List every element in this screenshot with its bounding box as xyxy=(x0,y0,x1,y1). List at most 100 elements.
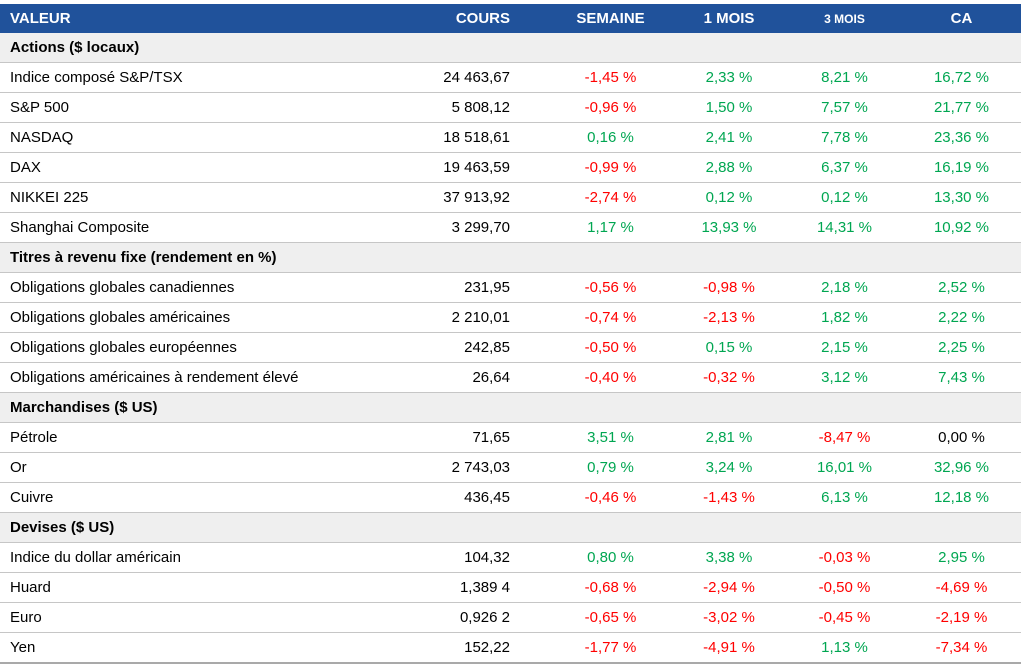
pct-value: 7,57 % xyxy=(821,99,868,116)
cours-cell: 231,95 xyxy=(385,272,520,303)
pct-value: 0,00 % xyxy=(938,429,985,446)
semaine-cell: 0,80 % xyxy=(520,542,671,573)
pct-value: 2,41 % xyxy=(705,129,753,146)
pct-value: -0,74 % xyxy=(584,309,637,326)
pct-value: 0,15 % xyxy=(705,339,753,356)
mois1-cell: -0,98 % xyxy=(671,272,787,303)
semaine-cell: -0,56 % xyxy=(520,272,671,303)
pct-value: 2,81 % xyxy=(705,429,753,446)
column-header-semaine: SEMAINE xyxy=(520,4,671,33)
mois3-cell: 3,12 % xyxy=(787,362,902,393)
row-label: Obligations globales américaines xyxy=(0,302,385,333)
mois3-cell: -8,47 % xyxy=(787,422,902,453)
row-label: Yen xyxy=(0,632,385,664)
pct-value: -0,96 % xyxy=(584,99,637,116)
pct-value: 32,96 % xyxy=(933,459,990,476)
ca-cell: -7,34 % xyxy=(902,632,1021,664)
mois1-cell: 2,88 % xyxy=(671,152,787,183)
semaine-cell: -0,74 % xyxy=(520,302,671,333)
section-title: Titres à revenu fixe (rendement en %) xyxy=(0,242,1021,273)
cours-cell: 71,65 xyxy=(385,422,520,453)
mois3-cell: 2,15 % xyxy=(787,332,902,363)
section-title: Marchandises ($ US) xyxy=(0,392,1021,423)
pct-value: 16,01 % xyxy=(816,459,873,476)
mois1-cell: -0,32 % xyxy=(671,362,787,393)
pct-value: -2,13 % xyxy=(703,309,755,326)
row-label: Pétrole xyxy=(0,422,385,453)
mois3-cell: -0,03 % xyxy=(787,542,902,573)
pct-value: 3,24 % xyxy=(705,459,753,476)
section-header-revenu-fixe: Titres à revenu fixe (rendement en %) xyxy=(0,242,1021,273)
pct-value: -0,56 % xyxy=(584,279,637,296)
mois3-cell: 1,82 % xyxy=(787,302,902,333)
mois3-cell: 8,21 % xyxy=(787,62,902,93)
pct-value: 3,38 % xyxy=(705,549,753,566)
table-row: Or 2 743,03 0,79 % 3,24 % 16,01 % 32,96 … xyxy=(0,452,1021,483)
table-row: Obligations globales américaines 2 210,0… xyxy=(0,302,1021,333)
table-row: Obligations globales canadiennes 231,95 … xyxy=(0,272,1021,303)
pct-value: 3,12 % xyxy=(821,369,868,386)
ca-cell: 2,52 % xyxy=(902,272,1021,303)
row-label: Obligations globales européennes xyxy=(0,332,385,363)
pct-value: 23,36 % xyxy=(933,129,990,146)
pct-value: 0,16 % xyxy=(587,129,634,146)
pct-value: 2,22 % xyxy=(938,309,985,326)
ca-cell: 10,92 % xyxy=(902,212,1021,243)
cours-cell: 1,389 4 xyxy=(385,572,520,603)
column-header-cours: COURS xyxy=(385,4,520,33)
table-row: Indice du dollar américain 104,32 0,80 %… xyxy=(0,542,1021,573)
cours-cell: 26,64 xyxy=(385,362,520,393)
pct-value: -7,34 % xyxy=(935,639,988,656)
row-label: Or xyxy=(0,452,385,483)
mois1-cell: -3,02 % xyxy=(671,602,787,633)
pct-value: -8,47 % xyxy=(818,429,871,446)
cours-cell: 436,45 xyxy=(385,482,520,513)
pct-value: 1,82 % xyxy=(821,309,868,326)
mois3-cell: 1,13 % xyxy=(787,632,902,664)
pct-value: -0,40 % xyxy=(584,369,637,386)
pct-value: 0,12 % xyxy=(821,189,868,206)
pct-value: 2,15 % xyxy=(821,339,868,356)
pct-value: 2,25 % xyxy=(938,339,985,356)
pct-value: 7,78 % xyxy=(821,129,868,146)
semaine-cell: 1,17 % xyxy=(520,212,671,243)
ca-cell: 23,36 % xyxy=(902,122,1021,153)
section-title: Devises ($ US) xyxy=(0,512,1021,543)
table-row: Obligations globales européennes 242,85 … xyxy=(0,332,1021,363)
row-label: NASDAQ xyxy=(0,122,385,153)
pct-value: 0,79 % xyxy=(587,459,634,476)
pct-value: -3,02 % xyxy=(703,609,755,626)
pct-value: 0,12 % xyxy=(705,189,753,206)
table-header-row: VALEUR COURS SEMAINE 1 MOIS 3 MOIS CA xyxy=(0,4,1021,33)
pct-value: -1,43 % xyxy=(703,489,755,506)
ca-cell: 16,19 % xyxy=(902,152,1021,183)
semaine-cell: 0,79 % xyxy=(520,452,671,483)
pct-value: 8,21 % xyxy=(821,69,868,86)
pct-value: 2,18 % xyxy=(821,279,868,296)
semaine-cell: -1,45 % xyxy=(520,62,671,93)
mois1-cell: 0,12 % xyxy=(671,182,787,213)
pct-value: -0,50 % xyxy=(584,339,637,356)
mois1-cell: 2,33 % xyxy=(671,62,787,93)
ca-cell: 13,30 % xyxy=(902,182,1021,213)
cours-cell: 2 210,01 xyxy=(385,302,520,333)
mois1-cell: 1,50 % xyxy=(671,92,787,123)
ca-cell: 32,96 % xyxy=(902,452,1021,483)
ca-cell: 7,43 % xyxy=(902,362,1021,393)
table-row: Indice composé S&P/TSX 24 463,67 -1,45 %… xyxy=(0,62,1021,93)
mois1-cell: -1,43 % xyxy=(671,482,787,513)
pct-value: 6,13 % xyxy=(821,489,868,506)
pct-value: -0,65 % xyxy=(584,609,637,626)
table-row: Pétrole 71,65 3,51 % 2,81 % -8,47 % 0,00… xyxy=(0,422,1021,453)
ca-cell: -4,69 % xyxy=(902,572,1021,603)
row-label: Euro xyxy=(0,602,385,633)
ca-cell: 2,95 % xyxy=(902,542,1021,573)
row-label: Indice du dollar américain xyxy=(0,542,385,573)
mois1-cell: 13,93 % xyxy=(671,212,787,243)
row-label: Obligations américaines à rendement élev… xyxy=(0,362,385,393)
mois3-cell: 0,12 % xyxy=(787,182,902,213)
mois1-cell: 2,81 % xyxy=(671,422,787,453)
table-row: NIKKEI 225 37 913,92 -2,74 % 0,12 % 0,12… xyxy=(0,182,1021,213)
mois3-cell: -0,45 % xyxy=(787,602,902,633)
